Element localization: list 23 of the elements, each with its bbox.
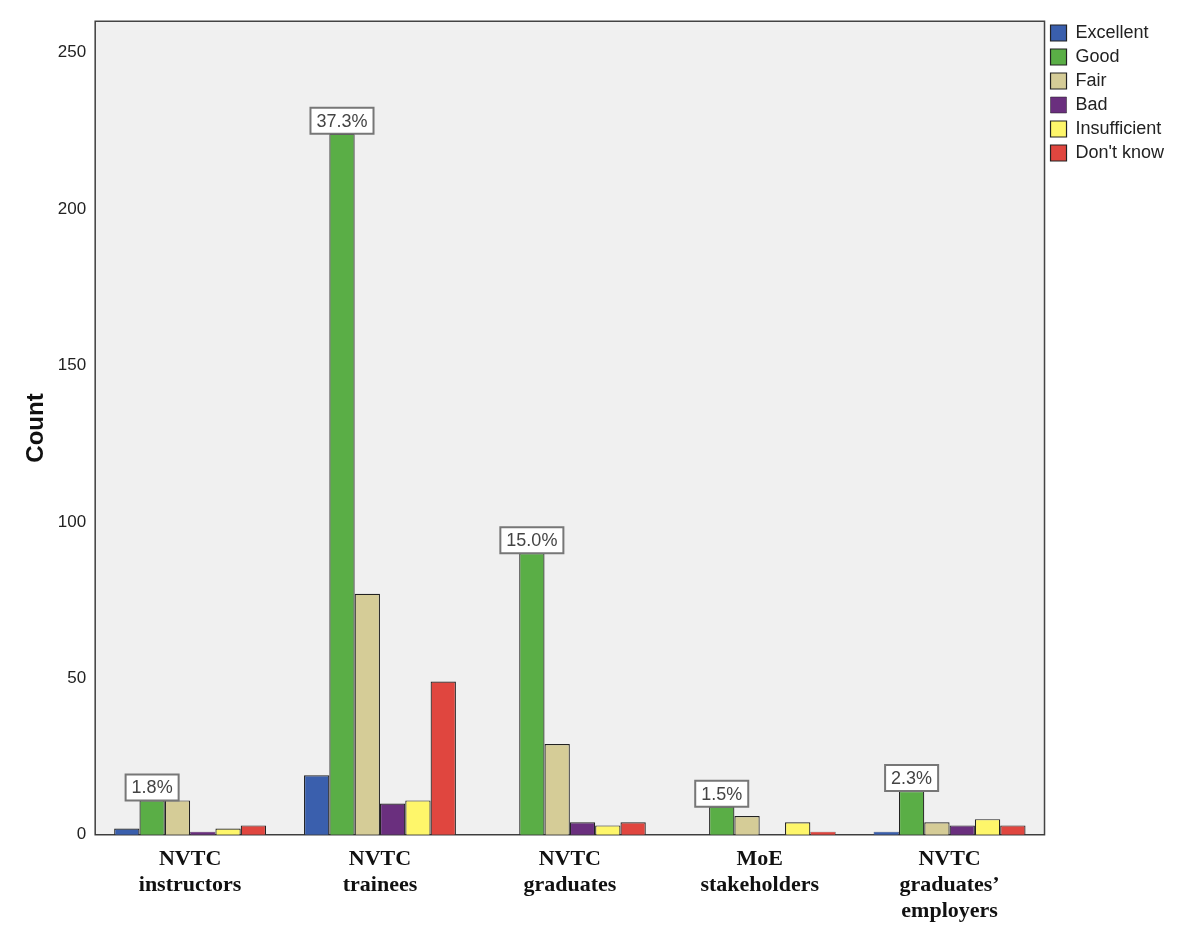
y-tick-label: 150: [57, 355, 87, 375]
x-tick-label: NVTC trainees: [342, 844, 418, 897]
legend-label: Bad: [1075, 93, 1108, 114]
annotation: 37.3%: [316, 110, 368, 131]
y-tick-label: 0: [76, 824, 87, 844]
legend-label: Good: [1075, 45, 1120, 66]
annotation: 1.8%: [131, 777, 173, 798]
legend-label: Fair: [1075, 69, 1107, 90]
y-axis-title: Count: [21, 393, 49, 463]
y-tick-label: 200: [57, 198, 87, 218]
x-tick-label: NVTC graduates’ employers: [899, 844, 1000, 923]
annotation: 2.3%: [891, 767, 933, 788]
y-tick-label: 100: [57, 511, 87, 531]
annotation: 15.0%: [506, 530, 558, 551]
legend-label: Insufficient: [1075, 117, 1162, 138]
legend-label: Don't know: [1075, 141, 1165, 162]
legend-label: Excellent: [1075, 21, 1149, 42]
x-tick-label: NVTC graduates: [523, 844, 617, 897]
x-tick-label: MoE stakeholders: [700, 844, 820, 897]
y-tick-label: 250: [57, 42, 87, 62]
annotation: 1.5%: [701, 783, 743, 804]
y-tick-label: 50: [67, 668, 87, 688]
x-tick-label: NVTC instructors: [138, 844, 242, 897]
